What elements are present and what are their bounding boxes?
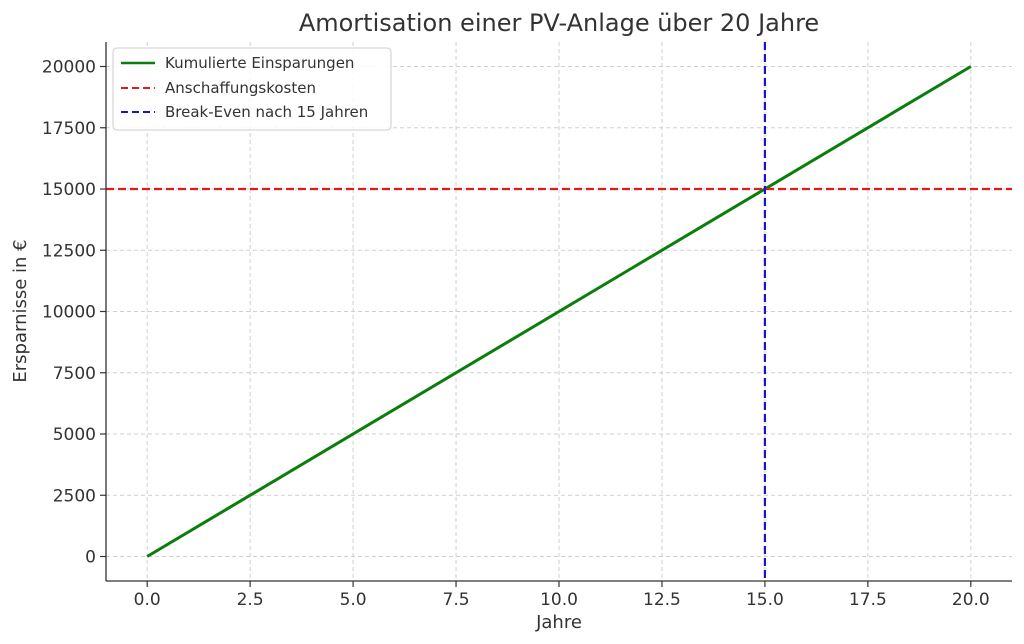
plot-area bbox=[106, 42, 1012, 581]
legend-box bbox=[112, 47, 392, 131]
y-tick-label-0: 0 bbox=[85, 548, 96, 568]
y-tick-label-2: 5000 bbox=[53, 425, 96, 445]
chart-title: Amortisation einer PV-Anlage über 20 Jah… bbox=[299, 9, 819, 37]
series-line-kumulierte-einsparungen bbox=[146, 65, 972, 558]
y-tick-label-6: 15000 bbox=[42, 180, 96, 200]
x-tick-label-5: 12.5 bbox=[643, 590, 681, 610]
legend-label-anschaffungskosten: Anschaffungskosten bbox=[165, 79, 316, 97]
x-tick-label-6: 15.0 bbox=[746, 590, 784, 610]
y-tick-label-3: 7500 bbox=[53, 364, 96, 384]
y-tick-label-4: 10000 bbox=[42, 303, 96, 323]
y-tick-label-7: 17500 bbox=[42, 119, 96, 139]
x-tick-label-1: 2.5 bbox=[237, 590, 264, 610]
x-tick-label-7: 17.5 bbox=[849, 590, 887, 610]
axes: 0.0 2.5 5.0 7.5 10.0 12.5 15.0 17.5 20.0 0 2500 500… bbox=[42, 42, 1012, 610]
legend-label-break-even: Break-Even nach 15 Jahren bbox=[165, 103, 368, 121]
legend: Kumulierte Einsparungen Anschaffungskost… bbox=[112, 47, 392, 131]
y-tick-label-5: 12500 bbox=[42, 241, 96, 261]
y-tick-label-8: 20000 bbox=[42, 58, 96, 78]
x-tick-label-2: 5.0 bbox=[340, 590, 367, 610]
x-tick-label-8: 20.0 bbox=[952, 590, 990, 610]
x-tick-label-3: 7.5 bbox=[443, 590, 470, 610]
legend-label-kumulierte-einsparungen: Kumulierte Einsparungen bbox=[165, 54, 354, 72]
x-tick-label-4: 10.0 bbox=[540, 590, 578, 610]
x-tick-label-0: 0.0 bbox=[134, 590, 161, 610]
y-tick-label-1: 2500 bbox=[53, 486, 96, 506]
x-axis-title: Jahre bbox=[535, 612, 582, 633]
y-axis-title: Ersparnisse in € bbox=[10, 239, 31, 382]
